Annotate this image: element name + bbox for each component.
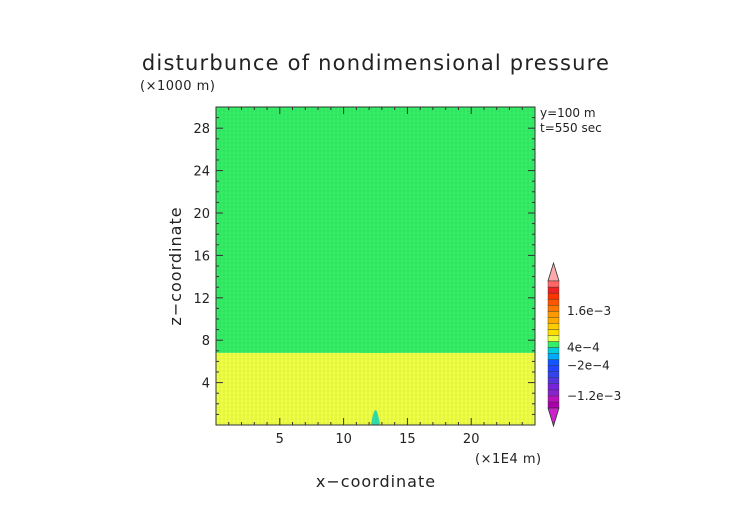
colorbar-segment [547, 401, 560, 409]
x-tick-label: 15 [399, 432, 416, 447]
colorbar-segment [547, 377, 560, 385]
colorbar-segment [547, 286, 560, 294]
y-tick-label: 12 [193, 292, 210, 307]
annotation-t: t=550 sec [540, 121, 602, 135]
y-tick-label: 20 [193, 207, 210, 222]
colorbar-segment [547, 341, 560, 348]
x-tick-label: 10 [335, 432, 352, 447]
colorbar-segment [547, 389, 560, 397]
y-tick-label: 8 [202, 334, 210, 349]
y-tick-label: 28 [193, 122, 210, 137]
annotation-y: y=100 m [540, 106, 596, 120]
colorbar-segment [547, 359, 560, 366]
y-tick-label: 24 [193, 165, 210, 180]
colorbar-tick-label: −2e−4 [567, 359, 610, 373]
colorbar-tick-label: 4e−4 [567, 341, 600, 355]
y-tick-label: 4 [202, 377, 210, 392]
y-tick-label: 16 [193, 249, 210, 264]
colorbar-tick-label: −1.2e−3 [567, 389, 621, 403]
colorbar-segment [547, 329, 560, 336]
x-axis: 5 10 15 20 [228, 107, 523, 447]
colorbar-segment [547, 317, 560, 324]
y-axis: 4 8 12 16 20 24 28 [193, 117, 535, 415]
pressure-bump [358, 335, 393, 353]
x-tick-label: 20 [463, 432, 480, 447]
surface-feature [371, 410, 380, 425]
grid-lines [215, 107, 533, 425]
heatmap-field [216, 107, 535, 425]
colorbar-segment [547, 353, 560, 360]
x-unit-label: (×1E4 m) [475, 452, 542, 467]
colorbar-segment [547, 395, 560, 403]
colorbar-segment [547, 311, 560, 318]
x-axis-label: x−coordinate [316, 472, 436, 491]
colorbar [547, 261, 560, 428]
colorbar-segment [547, 335, 560, 342]
colorbar-segment [547, 347, 560, 354]
colorbar-segment [547, 298, 560, 306]
colorbar-segment [547, 304, 560, 312]
x-tick-label: 5 [276, 432, 284, 447]
y-axis-label: z−coordinate [166, 206, 185, 325]
colorbar-segment [547, 371, 560, 378]
colorbar-labels: 1.6e−3 4e−4 −2e−4 −1.2e−3 [567, 304, 621, 403]
chart-title: disturbunce of nondimensional pressure [142, 51, 610, 75]
colorbar-segment [547, 383, 560, 391]
y-unit-label: (×1000 m) [140, 79, 215, 94]
colorbar-top-arrow [547, 261, 560, 282]
colorbar-bottom-arrow [547, 407, 560, 428]
colorbar-segment [547, 292, 560, 300]
field-region-0 [216, 107, 535, 353]
colorbar-tick-label: 1.6e−3 [567, 304, 611, 318]
colorbar-segment [547, 323, 560, 330]
colorbar-segment [547, 365, 560, 372]
colorbar-segment [547, 280, 560, 288]
